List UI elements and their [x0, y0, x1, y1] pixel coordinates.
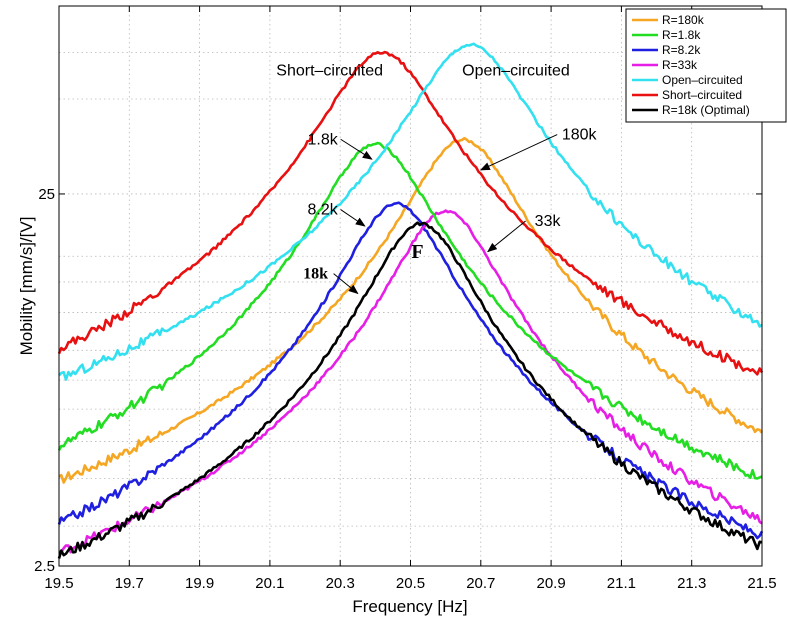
series-line [58, 136, 764, 484]
annotation-arrow [479, 134, 558, 171]
y-tick-label: 25 [38, 186, 55, 203]
series-line [57, 221, 763, 559]
annotation-label: 18k [303, 266, 328, 283]
data-curves [57, 42, 764, 559]
x-tick-label: 21.3 [677, 575, 706, 592]
annotation-label: 180k [562, 127, 598, 144]
x-tick-label: 20.7 [466, 575, 495, 592]
series-line [57, 141, 763, 480]
x-axis-label: Frequency [Hz] [352, 597, 467, 616]
y-tick-label: 2.5 [34, 558, 55, 575]
legend-entry: Open–circuited [662, 73, 743, 87]
x-tick-label: 20.3 [326, 575, 355, 592]
grid-lines [59, 6, 762, 566]
y-axis-label: Mobility [mm/s]/[V] [17, 217, 36, 356]
x-tick-label: 19.7 [115, 575, 144, 592]
annotation-label: Open–circuited [462, 63, 570, 80]
axis-ticks: 19.5 19.7 19.9 20.1 20.3 20.5 20.7 20.9 21.1 21.3… [34, 6, 777, 592]
x-tick-label: 21.1 [607, 575, 636, 592]
annotation-arrow [340, 209, 366, 227]
series-line [57, 201, 764, 540]
annotation-label: 33k [535, 213, 562, 230]
annotation-arrow [333, 273, 359, 295]
annotation-label: Short–circuited [276, 63, 383, 80]
legend-entry: R=18k (Optimal) [662, 103, 750, 117]
annotation-arrow [340, 138, 373, 160]
x-tick-label: 19.9 [185, 575, 214, 592]
legend: R=180kR=1.8kR=8.2kR=33kOpen–circuitedSho… [625, 8, 787, 123]
annotation-label: 1.8k [308, 131, 339, 148]
series-line [57, 50, 764, 376]
x-tick-label: 21.5 [747, 575, 776, 592]
annotations: Short–circuited Open–circuited 1.8k 180k 8.2… [276, 63, 598, 295]
x-tick-label: 20.1 [255, 575, 284, 592]
annotation-arrow [487, 220, 526, 253]
legend-entry: R=1.8k [662, 28, 701, 42]
annotation-label: F [411, 241, 423, 263]
x-tick-label: 20.5 [396, 575, 425, 592]
legend-entry: R=33k [662, 58, 698, 72]
annotation-label: 8.2k [308, 202, 339, 219]
x-tick-label: 19.5 [44, 575, 73, 592]
x-tick-label: 20.9 [536, 575, 565, 592]
legend-entry: R=180k [662, 13, 705, 27]
series-line [58, 209, 763, 554]
series-line [58, 42, 763, 381]
legend-entry: R=8.2k [662, 43, 701, 57]
legend-entry: Short–circuited [662, 88, 742, 102]
